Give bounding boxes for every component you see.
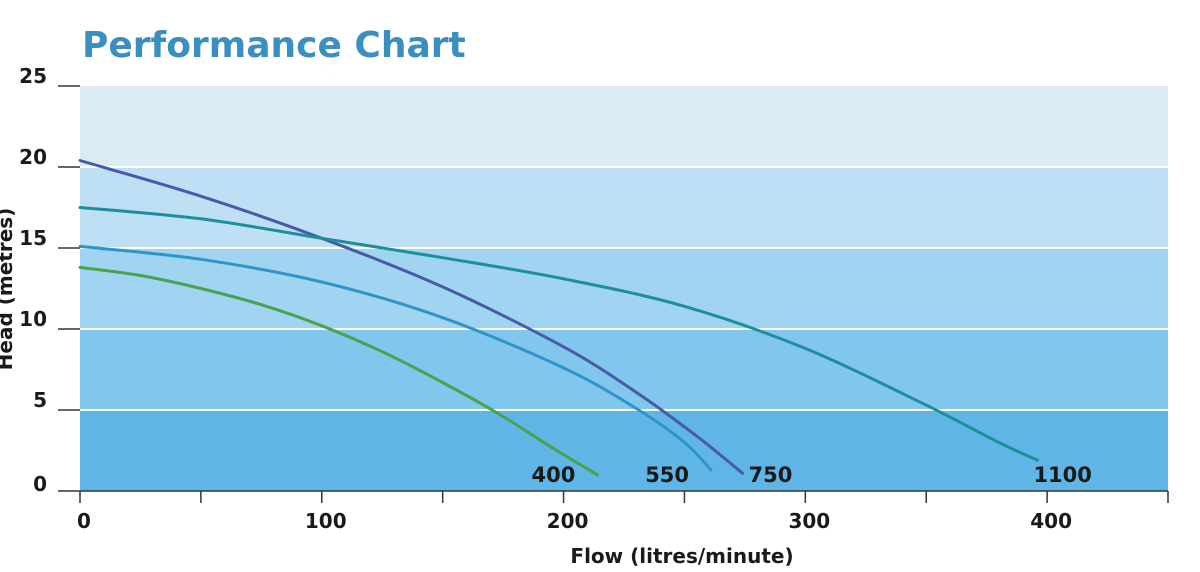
band-3 [80, 167, 1168, 248]
series-label-750: 750 [748, 463, 792, 487]
y-axis-label: Head (metres) [0, 208, 17, 371]
background-bands [80, 86, 1168, 491]
band-1 [80, 329, 1168, 410]
x-axis-label: Flow (litres/minute) [570, 544, 793, 568]
series-line-400 [78, 265, 599, 477]
y-tick-label: 15 [19, 226, 47, 250]
x-tick-label: 300 [788, 509, 830, 533]
x-tick-label: 200 [547, 509, 589, 533]
band-2 [80, 248, 1168, 329]
x-tick-label: 400 [1030, 509, 1072, 533]
y-tick-label: 10 [19, 307, 47, 331]
band-0 [80, 410, 1168, 491]
gridlines [80, 166, 1168, 411]
series-label-1100: 1100 [1033, 463, 1091, 487]
series-label-400: 400 [532, 463, 576, 487]
band-4 [80, 86, 1168, 167]
chart-title: Performance Chart [82, 25, 466, 66]
axes: 0 100 200 300 400 0 5 10 15 20 25 [19, 64, 1169, 533]
series-lines [78, 159, 1039, 477]
x-tick-label: 100 [305, 509, 347, 533]
series-line-1100 [78, 206, 1039, 462]
series-line-550 [78, 244, 713, 472]
y-tick-label: 0 [33, 472, 47, 496]
series-labels: 400 550 750 1100 [532, 463, 1092, 487]
y-tick-label: 5 [33, 388, 47, 412]
y-tick-label: 20 [19, 145, 47, 169]
x-tick-label: 0 [77, 509, 91, 533]
y-tick-label: 25 [19, 64, 47, 88]
series-label-550: 550 [645, 463, 689, 487]
series-line-750 [78, 159, 744, 475]
